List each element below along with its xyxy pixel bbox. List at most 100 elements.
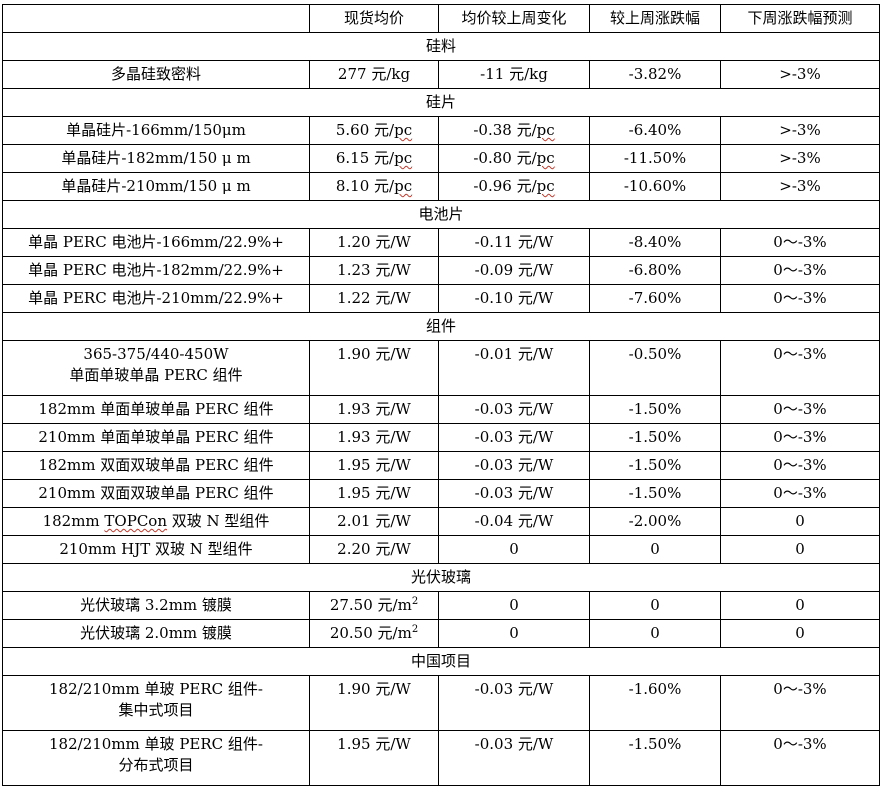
product-name-cell: 365-375/440-450W 单面单玻单晶 PERC 组件 xyxy=(2,340,310,396)
category-label: 光伏玻璃 xyxy=(2,563,880,592)
product-name-cell: 光伏玻璃 3.2mm 镀膜 xyxy=(2,591,310,620)
forecast-cell: 0～-3% xyxy=(720,451,880,480)
spot-price-cell: 1.22 元/W xyxy=(309,284,439,313)
product-name-cell: 182/210mm 单玻 PERC 组件- 集中式项目 xyxy=(2,675,310,731)
product-name-cell: 182/210mm 单玻 PERC 组件- 分布式项目 xyxy=(2,730,310,786)
product-name-cell: 单晶 PERC 电池片-182mm/22.9%+ xyxy=(2,256,310,285)
price-change-cell: -0.03 元/W xyxy=(438,675,590,731)
pct-change-cell: -8.40% xyxy=(589,228,721,257)
spot-price-cell: 1.90 元/W xyxy=(309,675,439,731)
product-name-cell: 210mm HJT 双玻 N 型组件 xyxy=(2,535,310,564)
pct-change-cell: -6.40% xyxy=(589,116,721,145)
spot-price-cell: 277 元/kg xyxy=(309,60,439,89)
forecast-cell: 0～-3% xyxy=(720,340,880,396)
product-name-cell: 单晶硅片-182mm/150 μ m xyxy=(2,144,310,173)
price-change-cell: 0 xyxy=(438,535,590,564)
pct-change-cell: -1.50% xyxy=(589,395,721,424)
price-change-cell: -0.03 元/W xyxy=(438,451,590,480)
product-name-cell: 182mm 双面双玻单晶 PERC 组件 xyxy=(2,451,310,480)
pct-change-cell: -7.60% xyxy=(589,284,721,313)
header-cell-change: 均价较上周变化 xyxy=(438,4,590,33)
header-cell-pct: 较上周涨跌幅 xyxy=(589,4,721,33)
forecast-cell: 0～-3% xyxy=(720,479,880,508)
price-change-cell: -0.96 元/pc xyxy=(438,172,590,201)
category-row: 硅料 xyxy=(2,32,880,61)
forecast-cell: 0 xyxy=(720,535,880,564)
spot-price-cell: 1.95 元/W xyxy=(309,479,439,508)
category-label: 硅料 xyxy=(2,32,880,61)
category-label: 中国项目 xyxy=(2,647,880,676)
pct-change-cell: 0 xyxy=(589,591,721,620)
forecast-cell: >-3% xyxy=(720,144,880,173)
product-name-cell: 182mm TOPCon 双玻 N 型组件 xyxy=(2,507,310,536)
forecast-cell: >-3% xyxy=(720,172,880,201)
spot-price-cell: 1.93 元/W xyxy=(309,423,439,452)
forecast-cell: 0～-3% xyxy=(720,395,880,424)
table-row: 单晶硅片-166mm/150μm 5.60 元/pc -0.38 元/pc -6.40… xyxy=(2,116,880,145)
product-name-cell: 210mm 双面双玻单晶 PERC 组件 xyxy=(2,479,310,508)
pct-change-cell: 0 xyxy=(589,535,721,564)
product-name-cell: 光伏玻璃 2.0mm 镀膜 xyxy=(2,619,310,648)
price-change-cell: -0.11 元/W xyxy=(438,228,590,257)
pct-change-cell: -11.50% xyxy=(589,144,721,173)
category-label: 硅片 xyxy=(2,88,880,117)
forecast-cell: 0～-3% xyxy=(720,730,880,786)
spot-price-cell: 6.15 元/pc xyxy=(309,144,439,173)
pct-change-cell: -2.00% xyxy=(589,507,721,536)
category-row: 组件 xyxy=(2,312,880,341)
table-row: 单晶 PERC 电池片-210mm/22.9%+ 1.22 元/W -0.10 元/… xyxy=(2,284,880,313)
table-row: 182mm 双面双玻单晶 PERC 组件 1.95 元/W -0.03 元/W -1.… xyxy=(2,451,880,480)
table-row: 单晶硅片-182mm/150 μ m 6.15 元/pc -0.80 元/pc -11… xyxy=(2,144,880,173)
spot-price-cell: 1.20 元/W xyxy=(309,228,439,257)
spot-price-cell: 20.50 元/m2 xyxy=(309,619,439,648)
table-row: 光伏玻璃 3.2mm 镀膜 27.50 元/m2 0 0 0 xyxy=(2,591,880,620)
table-row: 单晶 PERC 电池片-182mm/22.9%+ 1.23 元/W -0.09 元/… xyxy=(2,256,880,285)
price-change-cell: -0.10 元/W xyxy=(438,284,590,313)
pct-change-cell: -6.80% xyxy=(589,256,721,285)
price-table: 现货均价 均价较上周变化 较上周涨跌幅 下周涨跌幅预测 硅料 多晶硅致密料 277 … xyxy=(2,4,880,786)
table-row: 365-375/440-450W 单面单玻单晶 PERC 组件 1.90 元/W -0… xyxy=(2,340,880,396)
spot-price-cell: 1.95 元/W xyxy=(309,451,439,480)
forecast-cell: 0～-3% xyxy=(720,228,880,257)
pct-change-cell: 0 xyxy=(589,619,721,648)
price-change-cell: -0.01 元/W xyxy=(438,340,590,396)
spot-price-cell: 1.95 元/W xyxy=(309,730,439,786)
category-row: 电池片 xyxy=(2,200,880,229)
forecast-cell: 0～-3% xyxy=(720,675,880,731)
pct-change-cell: -1.50% xyxy=(589,730,721,786)
forecast-cell: 0～-3% xyxy=(720,256,880,285)
table-row: 182mm TOPCon 双玻 N 型组件 2.01 元/W -0.04 元/W -2… xyxy=(2,507,880,536)
header-cell-name xyxy=(2,4,310,33)
price-change-cell: -0.80 元/pc xyxy=(438,144,590,173)
product-name-cell: 多晶硅致密料 xyxy=(2,60,310,89)
header-cell-price: 现货均价 xyxy=(309,4,439,33)
pct-change-cell: -1.50% xyxy=(589,451,721,480)
product-name-cell: 182mm 单面单玻单晶 PERC 组件 xyxy=(2,395,310,424)
spot-price-cell: 8.10 元/pc xyxy=(309,172,439,201)
table-row: 单晶 PERC 电池片-166mm/22.9%+ 1.20 元/W -0.11 元/… xyxy=(2,228,880,257)
product-name-cell: 单晶硅片-166mm/150μm xyxy=(2,116,310,145)
product-name-cell: 单晶 PERC 电池片-166mm/22.9%+ xyxy=(2,228,310,257)
price-change-cell: 0 xyxy=(438,591,590,620)
price-change-cell: -0.03 元/W xyxy=(438,479,590,508)
spot-price-cell: 1.93 元/W xyxy=(309,395,439,424)
table-row: 多晶硅致密料 277 元/kg -11 元/kg -3.82% >-3% xyxy=(2,60,880,89)
spot-price-cell: 27.50 元/m2 xyxy=(309,591,439,620)
price-change-cell: -0.03 元/W xyxy=(438,423,590,452)
table-row: 210mm 单面单玻单晶 PERC 组件 1.93 元/W -0.03 元/W -1.… xyxy=(2,423,880,452)
product-name-cell: 单晶 PERC 电池片-210mm/22.9%+ xyxy=(2,284,310,313)
price-change-cell: -0.04 元/W xyxy=(438,507,590,536)
header-row: 现货均价 均价较上周变化 较上周涨跌幅 下周涨跌幅预测 xyxy=(2,4,880,33)
category-row: 硅片 xyxy=(2,88,880,117)
forecast-cell: >-3% xyxy=(720,60,880,89)
forecast-cell: 0 xyxy=(720,619,880,648)
table-row: 182/210mm 单玻 PERC 组件- 分布式项目 1.95 元/W -0.03 … xyxy=(2,730,880,786)
price-change-cell: -0.03 元/W xyxy=(438,730,590,786)
spot-price-cell: 2.01 元/W xyxy=(309,507,439,536)
spot-price-cell: 1.90 元/W xyxy=(309,340,439,396)
spot-price-cell: 1.23 元/W xyxy=(309,256,439,285)
product-name-cell: 单晶硅片-210mm/150 μ m xyxy=(2,172,310,201)
pct-change-cell: -1.50% xyxy=(589,423,721,452)
forecast-cell: 0～-3% xyxy=(720,423,880,452)
forecast-cell: 0～-3% xyxy=(720,284,880,313)
